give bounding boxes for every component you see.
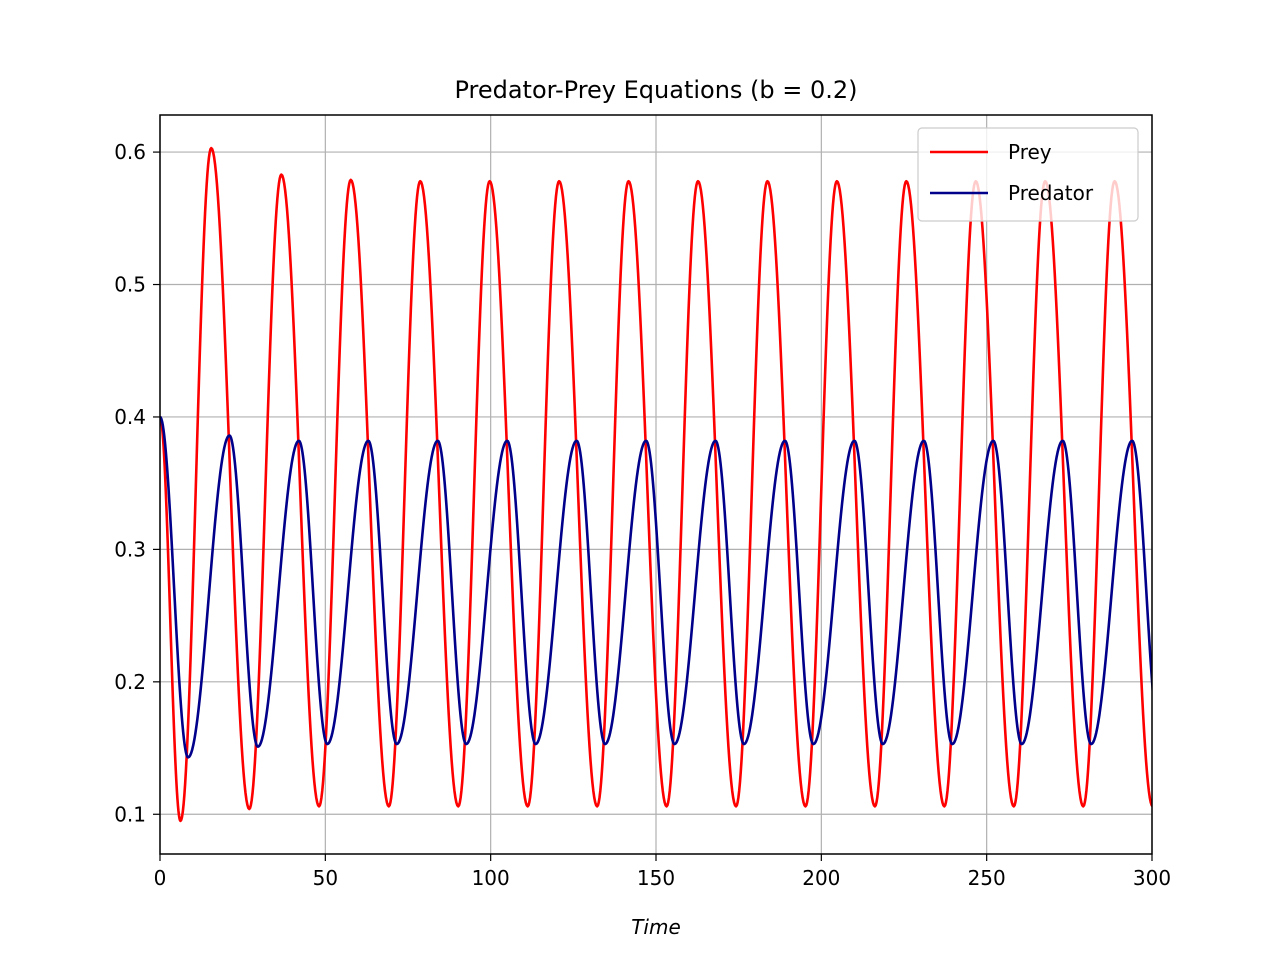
x-tick-label: 300 (1133, 866, 1171, 890)
y-tick-label: 0.3 (114, 537, 146, 561)
y-tick-label: 0.5 (114, 273, 146, 297)
x-tick-label: 0 (154, 866, 167, 890)
y-tick-label: 0.6 (114, 140, 146, 164)
x-tick-label: 150 (637, 866, 675, 890)
legend: Prey Predator (917, 127, 1139, 222)
chart-title: Predator-Prey Equations (b = 0.2) (454, 76, 857, 104)
y-tick-label: 0.4 (114, 405, 146, 429)
grid (159, 115, 1153, 854)
x-tick-label: 200 (802, 866, 840, 890)
y-tick-label: 0.2 (114, 670, 146, 694)
legend-label-predator: Predator (1008, 181, 1094, 205)
series-line-prey (160, 146, 1152, 823)
x-tick-label: 100 (472, 866, 510, 890)
x-tick-label: 250 (968, 866, 1006, 890)
x-axis-label: Time (631, 915, 681, 939)
x-tick-label: 50 (313, 866, 338, 890)
ticks: 0 50 100 150 200 250 300 0.1 0.2 0.3 0.4 0.5 0.6 (114, 140, 1171, 890)
series-line-predator (160, 415, 1152, 759)
series-layer (160, 146, 1152, 823)
legend-label-prey: Prey (1008, 140, 1052, 164)
y-tick-label: 0.1 (114, 802, 146, 826)
